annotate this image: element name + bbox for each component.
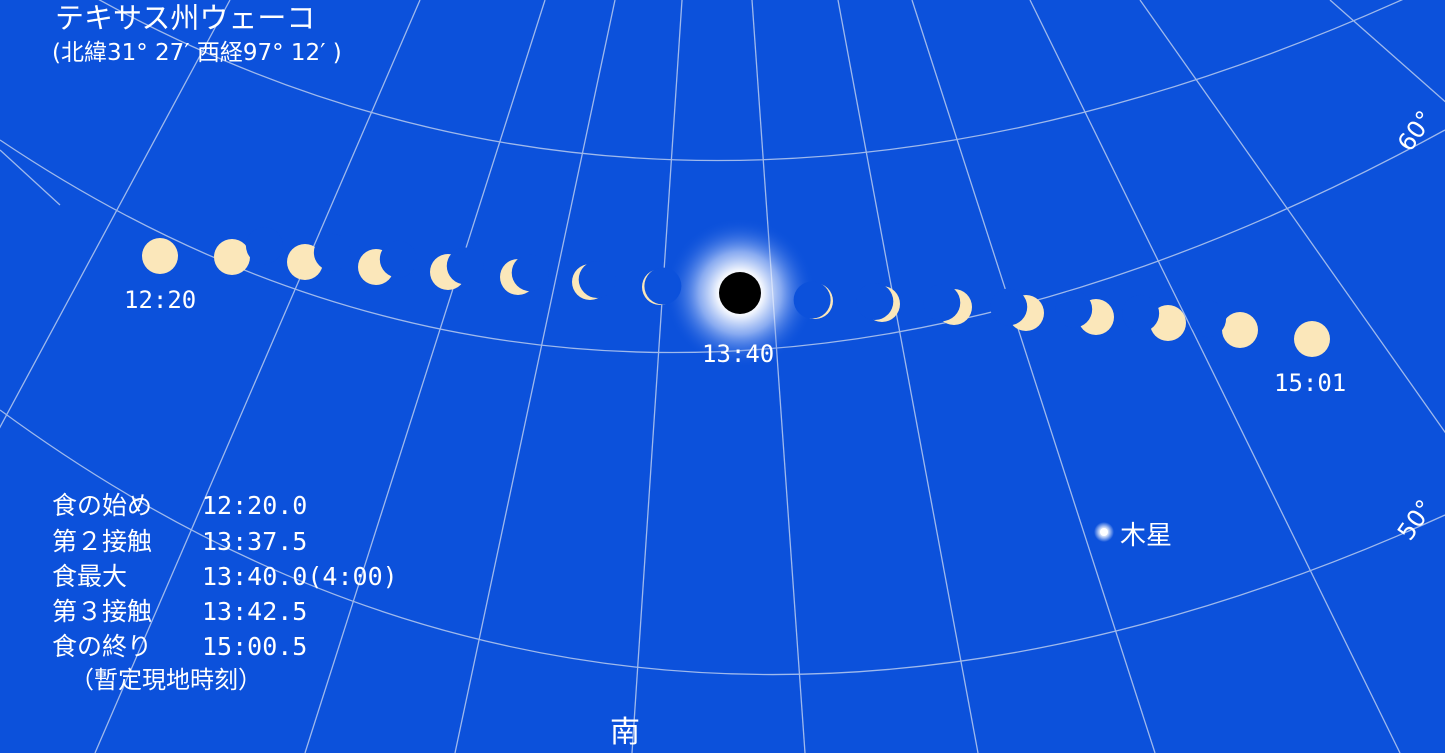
location-coords: (北緯31° 27′ 西経97° 12′ ) (52, 40, 342, 66)
azimuth-line (631, 0, 683, 753)
moon-shadow (511, 254, 549, 292)
eclipse-phase (793, 281, 833, 319)
altitude-circle-60 (0, 129, 1445, 354)
azimuth-line (0, 149, 61, 206)
eclipse-phase (142, 238, 178, 274)
eclipse-phase (1189, 300, 1258, 348)
eclipse-phase (500, 254, 549, 295)
eclipse-phase (287, 233, 351, 280)
location-title: テキサス州ウェーコ (55, 1, 315, 35)
contact-label: 食の終り (52, 632, 152, 661)
eclipse-phase (1122, 294, 1186, 341)
sun-disk (1222, 312, 1258, 348)
altitude-grid (0, 0, 1445, 676)
moon-shadow (245, 227, 283, 265)
moon-shadow (1122, 294, 1160, 332)
time-label-end: 15:01 (1274, 369, 1346, 397)
eclipse-phase (1294, 321, 1330, 357)
contact-time: 15:00.5 (202, 632, 307, 661)
eclipse-phase (923, 284, 972, 325)
azimuth-line (1029, 0, 1401, 753)
azimuth-line (751, 0, 806, 753)
azimuth-line (1329, 0, 1445, 103)
azimuth-line (0, 0, 231, 429)
direction-label-south: 南 (610, 715, 640, 750)
moon-shadow (923, 284, 961, 322)
moon-shadow (856, 282, 894, 320)
eclipse-totality (719, 272, 761, 314)
jupiter-label: 木星 (1120, 521, 1172, 551)
eclipse-phase (572, 260, 616, 300)
moon-shadow (379, 240, 417, 278)
sun-disk (1294, 321, 1330, 357)
eclipse-phase (990, 288, 1044, 331)
contact-times: 食の始め 12:20.0 第２接触 13:37.5 食最大 13:40.0(4:… (52, 491, 398, 694)
contact-label: 第２接触 (52, 527, 152, 556)
time-label-start: 12:20 (124, 286, 196, 314)
azimuth-line (1139, 0, 1445, 434)
altitude-circle-70 (98, 0, 1404, 162)
eclipse-phase (214, 227, 283, 275)
azimuth-line (837, 0, 979, 753)
azimuth-line (911, 0, 1156, 753)
moon-disk (719, 272, 761, 314)
contact-time: 12:20.0 (202, 491, 307, 520)
eclipse-sequence (142, 227, 1330, 357)
eclipse-phase (1055, 290, 1114, 335)
azimuth-line (454, 0, 616, 753)
moon-shadow (578, 260, 616, 298)
moon-shadow (446, 247, 484, 285)
contact-time: 13:40.0(4:00) (202, 562, 398, 591)
jupiter-dot (1100, 528, 1108, 536)
azimuth-line (94, 0, 421, 753)
moon-shadow (1189, 300, 1227, 338)
sun-disk (214, 239, 250, 275)
contact-label: 食の始め (52, 491, 152, 520)
eclipse-phase (430, 247, 484, 290)
moon-shadow (1055, 290, 1093, 328)
time-note: （暫定現地時刻） (70, 666, 262, 694)
contact-time: 13:37.5 (202, 527, 307, 556)
altitude-circle-50 (0, 409, 1445, 676)
contact-label: 食最大 (52, 562, 127, 591)
moon-shadow (644, 267, 682, 305)
contact-time: 13:42.5 (202, 597, 307, 626)
moon-shadow (990, 288, 1028, 326)
eclipse-phase (856, 282, 900, 322)
azimuth-line (304, 0, 546, 753)
eclipse-phase (642, 267, 682, 305)
moon-shadow (313, 233, 351, 271)
time-label-max: 13:40 (702, 340, 774, 368)
moon-shadow (793, 281, 831, 319)
sun-disk (142, 238, 178, 274)
contact-label: 第３接触 (52, 597, 152, 626)
eclipse-phase (358, 240, 417, 285)
